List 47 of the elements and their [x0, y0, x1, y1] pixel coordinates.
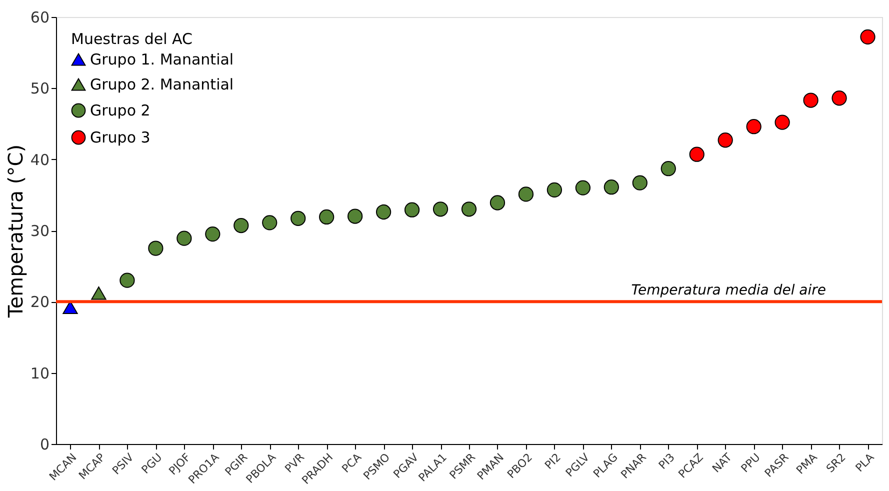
y-axis-title: Temperatura (°C) — [3, 144, 28, 319]
y-tick-label: 50 — [30, 80, 50, 98]
point — [120, 272, 135, 288]
point — [490, 195, 506, 210]
point — [604, 180, 619, 195]
point — [148, 240, 164, 256]
y-tick-label: 0 — [40, 436, 50, 454]
point — [91, 286, 106, 300]
point — [205, 226, 220, 242]
point — [718, 132, 733, 148]
point — [62, 300, 78, 314]
point — [176, 230, 192, 246]
legend-label: Grupo 2 — [90, 102, 150, 120]
point — [546, 182, 562, 198]
x-tick-label: PI3 — [656, 450, 678, 472]
point — [774, 114, 790, 130]
point — [319, 209, 334, 225]
point — [860, 29, 876, 44]
point — [348, 208, 363, 224]
point — [262, 215, 278, 230]
x-tick-label: PCA — [339, 450, 364, 476]
point — [689, 146, 704, 162]
point — [803, 92, 818, 108]
point — [832, 90, 847, 106]
legend-title: Muestras del AC — [71, 30, 192, 48]
point — [632, 175, 648, 190]
y-tick-label: 30 — [30, 222, 50, 240]
point — [518, 186, 534, 202]
point — [432, 202, 448, 217]
legend-label: Grupo 2. Manantial — [90, 76, 234, 94]
point — [234, 218, 249, 234]
point — [660, 161, 676, 176]
ref-line-label: Temperatura media del aire — [631, 282, 826, 299]
point — [376, 204, 392, 220]
x-tick-label: PLA — [853, 450, 878, 475]
y-tick-label: 20 — [30, 293, 50, 312]
y-tick-label: 10 — [30, 364, 50, 382]
point — [404, 202, 420, 218]
y-tick-label: 40 — [30, 150, 50, 169]
y-tick-label: 60 — [30, 8, 50, 26]
point — [575, 180, 590, 196]
point — [746, 119, 762, 134]
x-tick-label: PI2 — [542, 450, 564, 472]
legend-label: Grupo 3 — [90, 128, 150, 146]
point — [461, 202, 477, 217]
legend-label: Grupo 1. Manantial — [90, 50, 234, 68]
point — [290, 210, 306, 226]
